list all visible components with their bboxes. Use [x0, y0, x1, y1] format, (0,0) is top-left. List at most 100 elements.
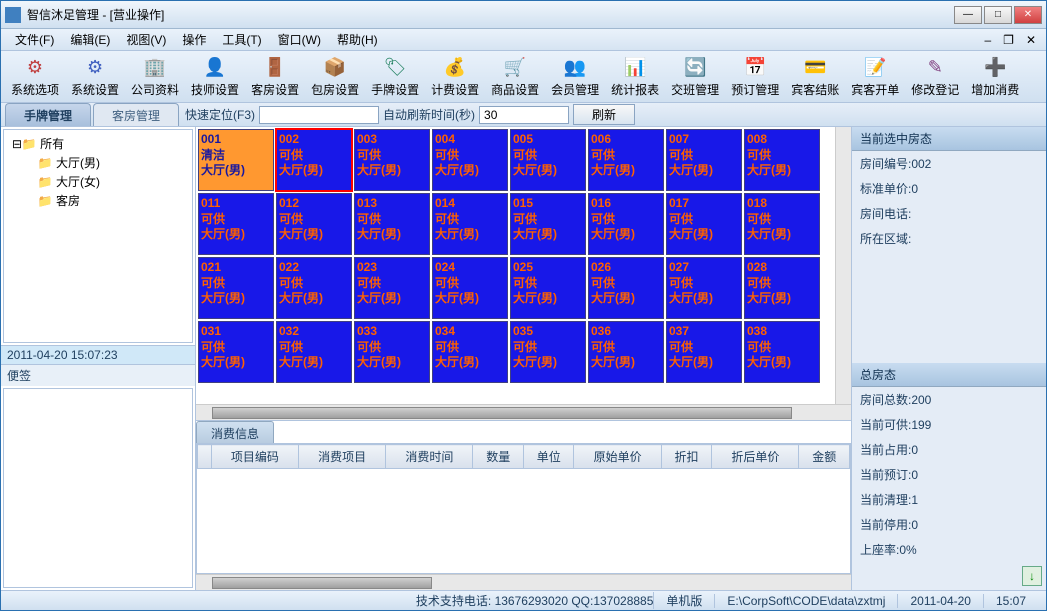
close-button[interactable]: ✕ [1014, 6, 1042, 24]
consume-column[interactable] [198, 445, 212, 469]
room-cell[interactable]: 021可供大厅(男) [198, 257, 274, 319]
consume-column[interactable]: 折扣 [661, 445, 712, 469]
menu-item[interactable]: 视图(V) [118, 29, 174, 50]
room-cell[interactable]: 003可供大厅(男) [354, 129, 430, 191]
room-cell[interactable]: 031可供大厅(男) [198, 321, 274, 383]
room-cell[interactable]: 022可供大厅(男) [276, 257, 352, 319]
menu-item[interactable]: 窗口(W) [270, 29, 329, 50]
room-cell[interactable]: 007可供大厅(男) [666, 129, 742, 191]
consume-column[interactable]: 数量 [473, 445, 524, 469]
room-cell[interactable]: 027可供大厅(男) [666, 257, 742, 319]
room-location: 大厅(男) [669, 227, 739, 243]
mdi-minimize-icon[interactable]: – [980, 33, 995, 47]
toolbar-button[interactable]: 💳宾客结账 [785, 53, 845, 100]
room-status: 可供 [591, 148, 661, 164]
toolbar-button[interactable]: 📦包房设置 [305, 53, 365, 100]
toolbar-button[interactable]: 🛒商品设置 [485, 53, 545, 100]
folder-icon: 📁 [22, 137, 36, 151]
menu-item[interactable]: 操作 [174, 29, 214, 50]
tool-icon: 💳 [803, 55, 827, 79]
room-location: 大厅(男) [435, 291, 505, 307]
room-cell[interactable]: 015可供大厅(男) [510, 193, 586, 255]
room-cell[interactable]: 024可供大厅(男) [432, 257, 508, 319]
auto-refresh-input[interactable] [479, 106, 569, 124]
tab-hand-card[interactable]: 手牌管理 [5, 103, 91, 126]
tree-root[interactable]: ⊟ 📁 所有 [12, 134, 188, 153]
vertical-scrollbar[interactable] [835, 127, 851, 404]
toolbar-button[interactable]: 💰计费设置 [425, 53, 485, 100]
toolbar-button[interactable]: 👤技师设置 [185, 53, 245, 100]
room-cell[interactable]: 014可供大厅(男) [432, 193, 508, 255]
consume-column[interactable]: 单位 [523, 445, 574, 469]
room-number: 031 [201, 324, 271, 340]
consume-column[interactable]: 折后单价 [712, 445, 799, 469]
room-cell[interactable]: 038可供大厅(男) [744, 321, 820, 383]
scroll-thumb[interactable] [212, 577, 432, 589]
room-cell[interactable]: 036可供大厅(男) [588, 321, 664, 383]
menu-item[interactable]: 工具(T) [214, 29, 269, 50]
menu-item[interactable]: 帮助(H) [329, 29, 386, 50]
quick-locate-input[interactable] [259, 106, 379, 124]
consume-scrollbar[interactable] [196, 574, 851, 590]
room-cell[interactable]: 012可供大厅(男) [276, 193, 352, 255]
refresh-button[interactable]: 刷新 [573, 104, 635, 125]
room-number: 014 [435, 196, 505, 212]
room-cell[interactable]: 008可供大厅(男) [744, 129, 820, 191]
down-arrow-icon[interactable]: ↓ [1022, 566, 1042, 586]
toolbar-button[interactable]: ⚙系统设置 [65, 53, 125, 100]
toolbar-button[interactable]: 📝宾客开单 [845, 53, 905, 100]
room-cell[interactable]: 017可供大厅(男) [666, 193, 742, 255]
tool-icon: 🔄 [683, 55, 707, 79]
scroll-thumb[interactable] [212, 407, 792, 419]
minimize-button[interactable]: — [954, 6, 982, 24]
room-cell[interactable]: 001清洁大厅(男) [198, 129, 274, 191]
toolbar-button[interactable]: 📊统计报表 [605, 53, 665, 100]
toolbar-button[interactable]: 📅预订管理 [725, 53, 785, 100]
room-cell[interactable]: 028可供大厅(男) [744, 257, 820, 319]
menu-item[interactable]: 文件(F) [7, 29, 62, 50]
room-cell[interactable]: 037可供大厅(男) [666, 321, 742, 383]
room-cell[interactable]: 004可供大厅(男) [432, 129, 508, 191]
toolbar-button[interactable]: 🏢公司资料 [125, 53, 185, 100]
menu-item[interactable]: 编辑(E) [62, 29, 118, 50]
room-cell[interactable]: 013可供大厅(男) [354, 193, 430, 255]
room-cell[interactable]: 026可供大厅(男) [588, 257, 664, 319]
room-cell[interactable]: 032可供大厅(男) [276, 321, 352, 383]
room-cell[interactable]: 016可供大厅(男) [588, 193, 664, 255]
horizontal-scrollbar[interactable] [196, 404, 851, 420]
consume-column[interactable]: 原始单价 [574, 445, 661, 469]
tab-consume-info[interactable]: 消费信息 [196, 421, 274, 443]
toolbar-button[interactable]: ✎修改登记 [905, 53, 965, 100]
room-cell[interactable]: 018可供大厅(男) [744, 193, 820, 255]
toolbar-button[interactable]: ➕增加消费 [965, 53, 1025, 100]
tree-child[interactable]: 📁大厅(男) [38, 153, 188, 172]
consume-column[interactable]: 项目编码 [211, 445, 298, 469]
room-cell[interactable]: 033可供大厅(男) [354, 321, 430, 383]
memo-area[interactable] [3, 388, 193, 588]
maximize-button[interactable]: □ [984, 6, 1012, 24]
consume-column[interactable]: 消费项目 [299, 445, 386, 469]
room-cell[interactable]: 005可供大厅(男) [510, 129, 586, 191]
room-cell[interactable]: 006可供大厅(男) [588, 129, 664, 191]
room-cell[interactable]: 025可供大厅(男) [510, 257, 586, 319]
toolbar-button[interactable]: 🔄交班管理 [665, 53, 725, 100]
tab-room-manage[interactable]: 客房管理 [93, 103, 179, 126]
toolbar-button[interactable]: 🚪客房设置 [245, 53, 305, 100]
room-cell[interactable]: 035可供大厅(男) [510, 321, 586, 383]
room-number: 023 [357, 260, 427, 276]
room-status: 可供 [591, 212, 661, 228]
room-cell[interactable]: 023可供大厅(男) [354, 257, 430, 319]
tree-child[interactable]: 📁客房 [38, 191, 188, 210]
room-cell[interactable]: 011可供大厅(男) [198, 193, 274, 255]
mdi-close-icon[interactable]: ✕ [1022, 33, 1040, 47]
tree-child[interactable]: 📁大厅(女) [38, 172, 188, 191]
toolbar-button[interactable]: 👥会员管理 [545, 53, 605, 100]
room-cell[interactable]: 002可供大厅(男) [276, 129, 352, 191]
consume-column[interactable]: 消费时间 [386, 445, 473, 469]
path-text: E:\CorpSoft\CODE\data\zxtmj [714, 594, 897, 608]
toolbar-button[interactable]: 🏷手牌设置 [365, 53, 425, 100]
consume-column[interactable]: 金额 [799, 445, 850, 469]
mdi-restore-icon[interactable]: ❐ [999, 33, 1018, 47]
toolbar-button[interactable]: ⚙系统选项 [5, 53, 65, 100]
room-cell[interactable]: 034可供大厅(男) [432, 321, 508, 383]
